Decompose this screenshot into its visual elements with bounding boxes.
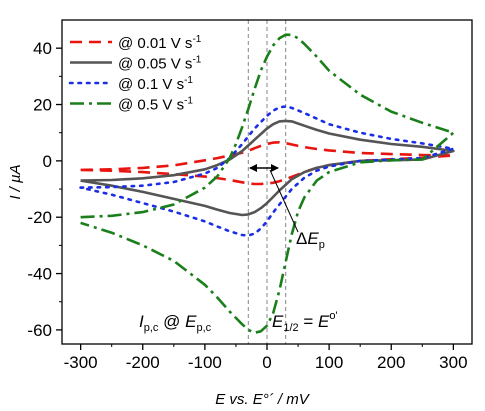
half-wave-potential-label: E1/2 = Eo' <box>272 310 338 334</box>
y-tick-label: 20 <box>33 96 52 115</box>
legend: @ 0.01 V s-1 @ 0.05 V s-1 @ 0.1 V s-1 @ 0.5… <box>68 34 202 114</box>
peak-separation-pointer <box>269 169 299 233</box>
legend-label: @ 0.05 V s-1 <box>118 55 202 73</box>
legend-label: @ 0.5 V s-1 <box>118 96 193 114</box>
y-axis-label: I / µA <box>7 164 24 199</box>
cathodic-peak-label: Ip,c @ Ep,c <box>139 312 212 334</box>
series-line-0 <box>80 141 455 186</box>
x-tick-label: 300 <box>439 353 467 372</box>
series-line-2 <box>79 105 455 237</box>
legend-label: @ 0.1 V s-1 <box>118 75 193 93</box>
x-tick-label: -200 <box>126 353 160 372</box>
y-tick-label: -20 <box>27 208 52 227</box>
x-axis-label: E vs. E°´ / mV <box>215 391 311 408</box>
y-tick-label: 40 <box>33 39 52 58</box>
peak-separation-label: ΔEp <box>296 229 325 251</box>
y-tick-label: 0 <box>43 152 52 171</box>
x-tick-label: -100 <box>188 353 222 372</box>
x-tick-label: 100 <box>315 353 343 372</box>
x-axis-ticks: -300 -200 -100 0 100 200 300 <box>64 344 468 372</box>
legend-label: @ 0.01 V s-1 <box>118 34 202 52</box>
x-tick-label: -300 <box>64 353 98 372</box>
reference-lines <box>247 20 287 344</box>
y-tick-label: -40 <box>27 265 52 284</box>
y-tick-label: -60 <box>27 321 52 340</box>
x-tick-label: 200 <box>377 353 405 372</box>
x-tick-label: 0 <box>262 353 271 372</box>
series-line-3 <box>80 33 455 334</box>
series-layer <box>79 33 455 334</box>
series-line-1 <box>80 119 455 217</box>
y-axis-ticks: -60 -40 -20 0 20 40 <box>27 39 62 340</box>
